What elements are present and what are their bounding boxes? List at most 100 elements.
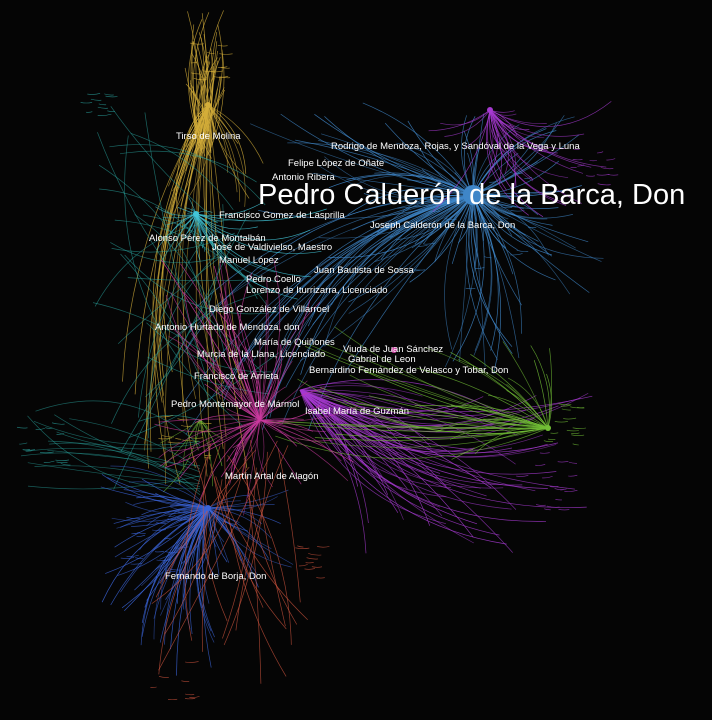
edge <box>472 194 549 256</box>
edge <box>54 414 201 478</box>
label-alonso-perez-de-montalban[interactable]: Alonso Pérez de Montalbán <box>149 233 266 244</box>
edge <box>558 509 570 511</box>
edge <box>227 455 292 645</box>
label-lorenzo-de-iturrizarra[interactable]: Lorenzo de Iturrizarra, Licenciado <box>246 285 388 296</box>
edge <box>205 104 224 449</box>
edge <box>185 661 199 663</box>
edge <box>297 545 304 548</box>
edge <box>110 106 213 218</box>
label-antonio-ribera[interactable]: Antonio Ribera <box>272 172 336 183</box>
edge <box>110 465 209 509</box>
label-tirso-de-molina[interactable]: Tirso de Molina <box>176 131 241 142</box>
label-isabel-maria-de-guzman[interactable]: Isabel María de Guzmán <box>305 406 409 417</box>
edge <box>127 277 266 282</box>
node-gabriel-de-leon[interactable] <box>391 347 397 353</box>
edge <box>299 389 513 553</box>
edge <box>560 488 567 491</box>
edge <box>600 167 614 170</box>
label-pedro-montemayor-de-marmol[interactable]: Pedro Montemayor de Mármol <box>171 399 299 410</box>
edge <box>27 415 201 490</box>
edge <box>299 389 441 508</box>
edge <box>299 389 369 524</box>
edge <box>502 341 549 429</box>
edge <box>564 490 578 492</box>
edge <box>470 194 513 354</box>
edge <box>472 194 502 374</box>
edge <box>184 456 208 641</box>
label-manuel-lopez[interactable]: Manuel López <box>219 255 279 266</box>
label-juan-bautista-de-sossa[interactable]: Juan Bautista de Sossa <box>314 265 415 276</box>
edge <box>472 134 580 196</box>
label-francisco-gomez-de-lasprilla[interactable]: Francisco Gomez de Lasprilla <box>219 210 345 221</box>
label-pedro-calderon[interactable]: Pedro Calderón de la Barca, Don <box>258 179 685 211</box>
label-rodrigo-de-mendoza[interactable]: Rodrigo de Mendoza, Rojas, y Sandóval de… <box>331 141 580 152</box>
edge <box>472 194 576 249</box>
edge <box>158 437 173 440</box>
label-antonio-hurtado-de-mendoza[interactable]: Antonio Hurtado de Mendoza, don <box>155 322 300 333</box>
label-pedro-coello[interactable]: Pedro Coello <box>246 274 301 285</box>
label-viuda-de-juan-sanchez[interactable]: Viuda de Juan Sánchez <box>343 344 443 355</box>
edge <box>489 109 509 174</box>
node-blue-hub[interactable] <box>205 505 211 511</box>
edge <box>516 475 529 477</box>
edge <box>472 194 556 281</box>
edge <box>411 268 426 271</box>
label-fernando-de-borja[interactable]: Fernando de Borja, Don <box>165 571 266 582</box>
edge <box>510 210 525 212</box>
edge <box>128 481 209 509</box>
edge <box>563 417 577 420</box>
edge <box>207 507 269 559</box>
edge <box>282 194 474 424</box>
edge <box>199 48 214 160</box>
edge <box>217 45 228 47</box>
node-green-hub[interactable] <box>545 425 551 431</box>
node-cyan-hub[interactable] <box>193 211 199 217</box>
edge <box>177 507 209 604</box>
node-purple-hub[interactable] <box>487 107 493 113</box>
edge <box>98 103 107 106</box>
label-diego-gonzalez-de-villarroel[interactable]: Diego González de Villarroel <box>209 304 329 315</box>
label-felipe-lopez-de-onate[interactable]: Felipe López de Oñate <box>288 158 384 169</box>
edge <box>198 507 215 638</box>
edge <box>188 19 203 131</box>
edge <box>206 52 215 54</box>
edge <box>472 194 590 293</box>
edge <box>299 389 587 508</box>
edge <box>156 522 166 524</box>
edge <box>186 194 474 350</box>
edge <box>561 408 571 411</box>
edge <box>597 183 611 186</box>
label-gabriel-de-leon[interactable]: Gabriel de Leon <box>348 354 416 365</box>
edge <box>35 400 201 446</box>
edge <box>22 449 36 451</box>
edge <box>314 114 474 196</box>
edge <box>109 144 266 206</box>
node-gold-hub[interactable] <box>205 102 211 108</box>
edge <box>489 109 547 125</box>
label-joseph-calderon[interactable]: Joseph Calderón de la Barca, Don <box>370 220 515 231</box>
edge <box>299 389 403 448</box>
label-bernardino-fernandez-de-velasco[interactable]: Bernardino Fernández de Velasco y Tobar,… <box>309 365 508 376</box>
edge <box>195 507 215 643</box>
edge <box>213 477 287 630</box>
edge <box>295 139 474 196</box>
edge <box>417 244 428 247</box>
edge <box>97 106 108 109</box>
label-maria-de-quinones[interactable]: María de Quiñones <box>254 337 335 348</box>
node-pedro-calderon[interactable] <box>463 185 483 205</box>
edge <box>207 104 228 173</box>
edge <box>60 463 71 466</box>
edge <box>140 507 209 646</box>
label-martin-artal-de-alagon[interactable]: Martín Artal de Alagón <box>225 471 318 482</box>
edge <box>141 505 209 516</box>
edge <box>55 459 70 461</box>
label-jose-de-valdivielso[interactable]: José de Valdivielso, Maestro <box>212 242 332 253</box>
edge <box>204 454 212 457</box>
edge <box>147 235 239 439</box>
label-francisco-de-arrieta[interactable]: Francisco de Arrieta <box>194 371 279 382</box>
edge <box>141 507 209 637</box>
edge <box>259 419 342 462</box>
label-murcia-de-la-llana[interactable]: Murcia de la Llana, Licenciado <box>197 349 325 360</box>
edge <box>39 451 54 454</box>
